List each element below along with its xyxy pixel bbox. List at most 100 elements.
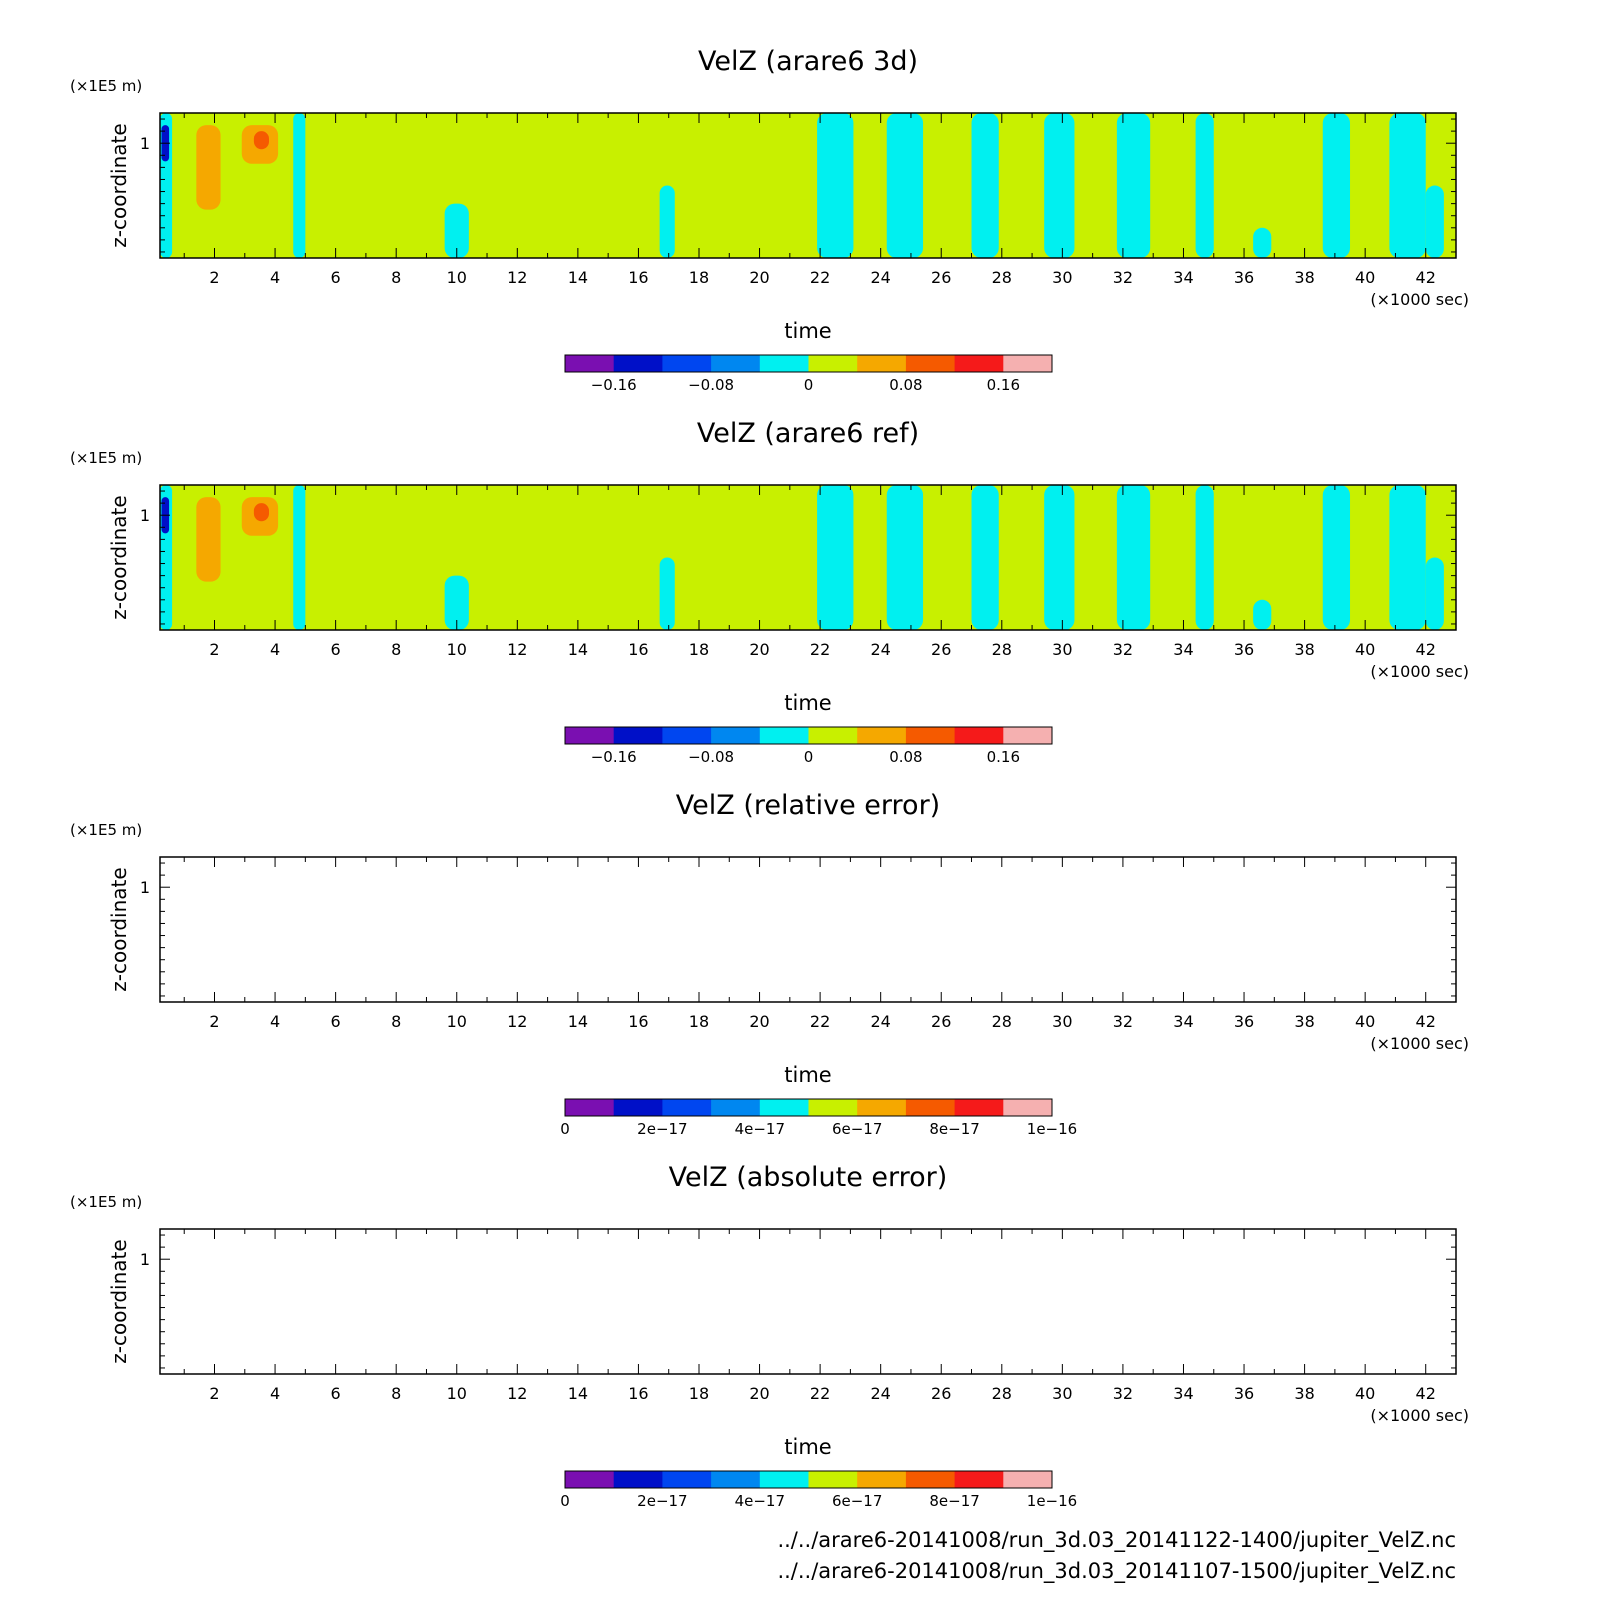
colorbar: −0.16 −0.08 0 0.08 0.16: [564, 354, 1053, 394]
colorbar-swatch: [954, 1099, 1004, 1116]
field-region: [1044, 485, 1075, 630]
colorbar-swatch: [565, 355, 615, 372]
colorbar-tick-label: 0.16: [987, 748, 1020, 766]
colorbar-swatch: [759, 1471, 809, 1488]
field-region: [444, 203, 469, 258]
colorbar-tick-label: 0: [804, 376, 814, 394]
x-tick-label: 26: [931, 268, 951, 287]
x-tick-label: 6: [331, 1384, 341, 1403]
colorbar-tick-label: −0.08: [688, 748, 734, 766]
x-tick-label: 4: [270, 1012, 280, 1031]
x-tick-label: 22: [810, 1012, 830, 1031]
x-tick-label: 10: [447, 268, 467, 287]
panel-4: VelZ (absolute error)(×1E5 m)2 4 6 8 10 12 14 1…: [70, 1162, 1469, 1510]
x-axis: 2 4 6 8 10 12 14 16 18 20 22 24 26 28 30 32 34 36 38 40 42: [183, 113, 1457, 287]
colorbar-tick-label: 0.16: [987, 376, 1020, 394]
x-tick-label: 38: [1294, 1012, 1314, 1031]
x-tick-label: 20: [749, 640, 769, 659]
colorbar-tick-label: −0.08: [688, 376, 734, 394]
y-tick-label: 1: [140, 878, 150, 897]
plot-background: [160, 857, 1456, 1002]
field-region: [1322, 113, 1351, 258]
y-tick-label: 1: [140, 1250, 150, 1269]
colorbar-swatch: [613, 1099, 663, 1116]
x-tick-label: 42: [1416, 1012, 1436, 1031]
x-unit-label: (×1000 sec): [1370, 1406, 1469, 1425]
x-tick-label: 18: [689, 1012, 709, 1031]
x-tick-label: 24: [870, 1384, 890, 1403]
x-tick-label: 42: [1416, 640, 1436, 659]
field-region: [659, 185, 675, 258]
colorbar-swatch: [1003, 355, 1053, 372]
colorbar-swatch: [905, 1099, 956, 1116]
x-axis: 2 4 6 8 10 12 14 16 18 20 22 24 26 28 30 32 34 36 38 40 42: [183, 857, 1457, 1031]
x-tick-label: 2: [209, 640, 219, 659]
field-region: [886, 113, 924, 258]
colorbar-swatch: [759, 727, 809, 744]
colorbar-frame: [564, 726, 1053, 745]
x-tick-label: 28: [992, 268, 1012, 287]
x-tick-label: 24: [870, 268, 890, 287]
field-region: [1195, 485, 1214, 630]
colorbar-swatch: [759, 1099, 809, 1116]
colorbar-tick-label: 0: [804, 748, 814, 766]
x-tick-label: 14: [568, 1012, 588, 1031]
x-unit-label: (×1000 sec): [1370, 662, 1469, 681]
y-axis: 1: [140, 1234, 1456, 1369]
field-region: [293, 485, 306, 630]
x-tick-label: 12: [507, 1384, 527, 1403]
colorbar-tick-label: −0.16: [591, 748, 637, 766]
colorbar-swatch: [711, 1099, 761, 1116]
colorbar-swatch: [954, 727, 1004, 744]
colorbar-frame: [564, 354, 1053, 373]
x-tick-label: 38: [1294, 640, 1314, 659]
field-region: [1253, 599, 1272, 630]
x-tick-label: 36: [1234, 640, 1254, 659]
colorbar-swatch: [857, 727, 907, 744]
file-path: ../../arare6-20141008/run_3d.03_20141107…: [777, 1559, 1456, 1584]
colorbar-swatch: [954, 355, 1004, 372]
field-region: [1044, 113, 1075, 258]
x-tick-label: 4: [270, 1384, 280, 1403]
x-tick-label: 22: [810, 640, 830, 659]
colorbar-swatch: [954, 1471, 1004, 1488]
x-tick-label: 40: [1355, 268, 1375, 287]
colorbar-tick-label: 1e−16: [1027, 1120, 1077, 1138]
colorbar-tick-label: −0.16: [591, 376, 637, 394]
x-tick-label: 30: [1052, 640, 1072, 659]
file-path: ../../arare6-20141008/run_3d.03_20141122…: [777, 1528, 1456, 1553]
colorbar-swatch: [857, 1471, 907, 1488]
x-tick-label: 10: [447, 1384, 467, 1403]
x-tick-label: 28: [992, 1384, 1012, 1403]
colorbar-swatch: [857, 355, 907, 372]
x-tick-label: 24: [870, 640, 890, 659]
colorbar-swatch: [613, 1471, 663, 1488]
x-tick-label: 18: [689, 640, 709, 659]
x-axis-label: time: [784, 319, 831, 343]
plot-background: [160, 113, 1456, 258]
colorbar-swatch: [662, 355, 712, 372]
x-axis: 2 4 6 8 10 12 14 16 18 20 22 24 26 28 30 32 34 36 38 40 42: [183, 485, 1457, 659]
colorbar-swatch: [662, 727, 712, 744]
field-region: [817, 113, 854, 258]
colorbar-tick-label: 0: [560, 1492, 570, 1510]
x-axis-label: time: [784, 1435, 831, 1459]
chart-title: VelZ (arare6 3d): [698, 46, 918, 77]
x-tick-label: 42: [1416, 268, 1436, 287]
field-region: [1389, 485, 1426, 630]
field-region: [293, 113, 306, 258]
colorbar-tick-label: 4e−17: [735, 1492, 785, 1510]
field-features: [160, 485, 1444, 630]
colorbar-tick-label: 6e−17: [832, 1492, 882, 1510]
panel-2: VelZ (arare6 ref)(×1E5 m)2 4 6 8 10 12 14 16 18 2…: [70, 418, 1469, 766]
x-tick-label: 2: [209, 1012, 219, 1031]
colorbar-swatch: [662, 1471, 712, 1488]
y-axis-label: z-coordinate: [107, 1239, 131, 1363]
panel-1: VelZ (arare6 3d)(×1E5 m)2 4 6 8 10 12 14 16 18 20…: [70, 46, 1469, 394]
x-tick-label: 6: [331, 640, 341, 659]
colorbar-swatch: [565, 1471, 615, 1488]
field-region: [886, 485, 924, 630]
x-unit-label: (×1000 sec): [1370, 290, 1469, 309]
field-region: [971, 485, 999, 630]
